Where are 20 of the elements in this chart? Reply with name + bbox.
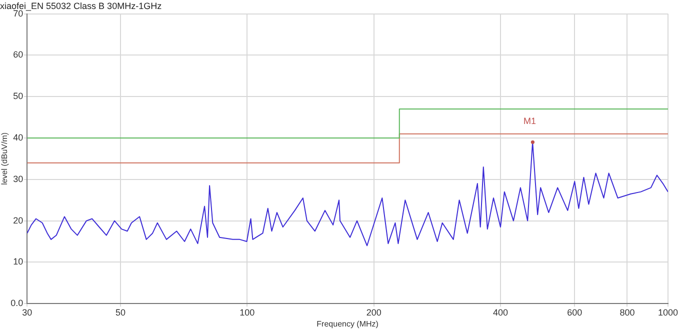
- y-tick-label: 30: [13, 174, 24, 184]
- annotation: M1: [523, 116, 536, 126]
- chart-title: xiaofei_EN 55032 Class B 30MHz-1GHz: [0, 0, 162, 11]
- x-axis-title: Frequency (MHz): [316, 319, 379, 328]
- y-tick-label: 50: [13, 91, 24, 102]
- x-tick-label: 200: [366, 307, 382, 318]
- x-tick-label: 400: [493, 307, 508, 318]
- y-tick-label: 60: [13, 50, 24, 60]
- x-tick-label: 600: [567, 307, 582, 318]
- x-tick-label: 800: [620, 307, 635, 318]
- y-tick-label: 0.0: [10, 298, 24, 308]
- y-tick-label: 20: [13, 215, 24, 226]
- x-tick-label: 50: [115, 307, 126, 318]
- y-tick-label: 10: [13, 256, 24, 267]
- x-tick-label: 1000: [658, 307, 678, 318]
- y-axis-title: level (dBuV/m): [0, 132, 10, 185]
- y-tick-label: 70: [13, 8, 24, 18]
- x-tick-label: 30: [22, 307, 32, 318]
- y-tick-label: 40: [13, 132, 24, 142]
- x-tick-label: 100: [240, 307, 255, 318]
